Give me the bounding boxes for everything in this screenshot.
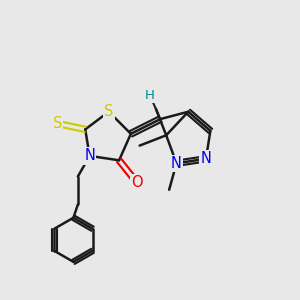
- Text: N: N: [200, 151, 211, 166]
- Text: N: N: [171, 156, 182, 171]
- Text: S: S: [52, 116, 62, 131]
- Text: N: N: [84, 148, 95, 164]
- Text: S: S: [104, 104, 113, 119]
- Text: H: H: [145, 89, 155, 102]
- Text: O: O: [131, 175, 142, 190]
